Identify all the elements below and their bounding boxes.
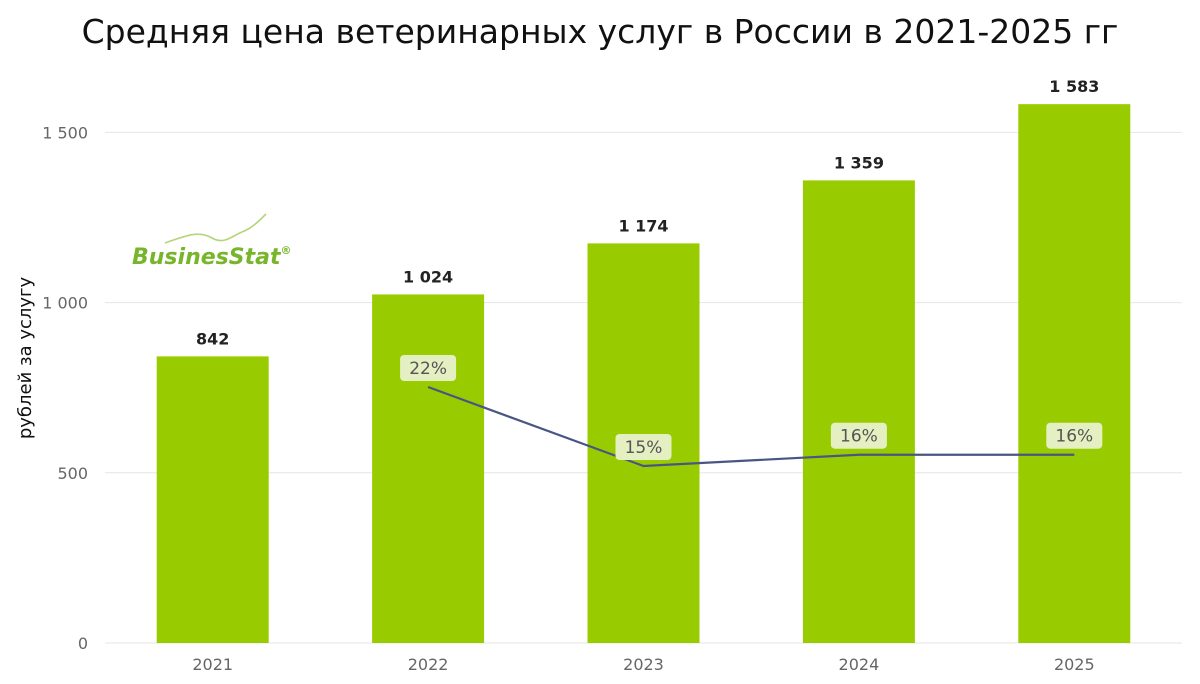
- businesstat-logo: BusinesStat®: [132, 213, 291, 270]
- growth-labels: 22% 15% 16% 16%: [400, 355, 1103, 460]
- bar-2021: [156, 356, 269, 643]
- y-tick-label: 500: [57, 464, 88, 483]
- bars: [156, 104, 1131, 644]
- chart-title: Средняя цена ветеринарных услуг в России…: [81, 12, 1119, 51]
- growth-label: 16%: [830, 422, 887, 449]
- bar-value-label: 1 359: [834, 153, 884, 172]
- growth-label: 22%: [400, 355, 457, 381]
- growth-label-text: 22%: [409, 359, 447, 379]
- bar-value-label: 842: [196, 329, 229, 348]
- bar-2025: [1018, 104, 1131, 644]
- y-tick-label: 1 500: [42, 123, 88, 142]
- x-tick-label: 2025: [1054, 655, 1095, 674]
- growth-label-box: [830, 422, 887, 449]
- growth-label-text: 16%: [840, 427, 878, 447]
- y-tick-label: 0: [78, 634, 88, 653]
- logo-swoosh-icon: [164, 213, 267, 244]
- logo-text: BusinesStat®: [132, 244, 291, 270]
- logo-wordmark: BusinesStat: [132, 245, 282, 270]
- bar-2022: [372, 294, 485, 643]
- bar-value-label: 1 174: [618, 216, 668, 235]
- logo-registered-mark: ®: [280, 244, 291, 257]
- x-tick-label: 2021: [192, 655, 233, 674]
- x-axis-ticks: 2021 2022 2023 2024 2025: [192, 655, 1094, 674]
- bar-value-label: 1 024: [403, 267, 453, 286]
- y-tick-label: 1 000: [42, 294, 88, 313]
- growth-label-text: 16%: [1055, 427, 1093, 447]
- growth-label-text: 15%: [625, 438, 663, 458]
- growth-label-box: [400, 355, 457, 381]
- growth-label: 15%: [615, 434, 672, 460]
- x-tick-label: 2023: [623, 655, 664, 674]
- x-tick-label: 2024: [839, 655, 880, 674]
- y-axis-title: рублей за услугу: [15, 277, 36, 440]
- growth-line-series: [427, 385, 1075, 468]
- bar-value-label: 1 583: [1049, 77, 1099, 96]
- x-tick-label: 2022: [408, 655, 449, 674]
- growth-label-box: [1046, 422, 1103, 449]
- y-axis-ticks: 0 500 1 000 1 500: [42, 123, 88, 653]
- growth-label: 16%: [1046, 422, 1103, 449]
- bar-value-labels: 842 1 024 1 174 1 359 1 583: [196, 77, 1099, 348]
- growth-line: [427, 385, 1075, 468]
- bar-2024: [802, 180, 915, 643]
- growth-label-box: [615, 434, 672, 460]
